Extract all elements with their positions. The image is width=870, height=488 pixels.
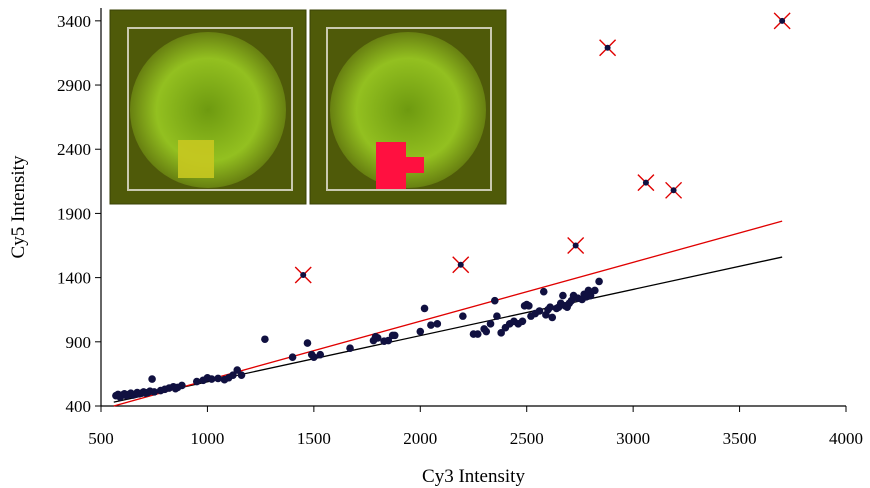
data-point [310,353,318,362]
inset-1-spot [130,32,286,188]
inset-1-outline [127,27,293,191]
inset-1-bright-region [178,140,214,178]
inset-2-outline [326,27,492,191]
x-tick-label: 1000 [190,429,224,448]
data-point [427,321,435,329]
data-point [150,388,159,396]
outlier-point [567,237,585,255]
x-tick-label: 2000 [403,429,437,448]
x-axis-title: Cy3 Intensity [422,466,525,487]
y-tick-label: 1400 [57,269,91,288]
data-point [433,320,442,328]
y-tick-label: 1900 [57,204,91,223]
data-point [497,329,505,337]
inset-2-spot [330,32,486,188]
inset-spot-image-masked [309,9,507,205]
y-tick-label: 3400 [57,12,91,31]
data-point [261,335,269,344]
tick-labels: 500 1000 1500 2000 2500 3000 3500 4000 400 900 140… [57,12,863,448]
data-point [586,291,595,300]
data-point [148,375,156,383]
outlier-point-dot [300,272,307,279]
data-point [229,371,237,379]
data-point [535,307,544,315]
data-point [486,320,495,328]
data-point [482,327,491,336]
data-point [416,327,425,336]
data-point [207,375,216,383]
x-tick-label: 3000 [616,429,650,448]
data-point [214,374,222,383]
outlier-point [773,12,791,30]
outlier-point-dot [642,179,649,186]
data-point [373,334,382,342]
axes [95,8,847,412]
data-points [112,277,603,401]
y-tick-label: 400 [66,397,92,416]
outlier-point [452,256,470,274]
x-tick-label: 500 [88,429,114,448]
data-point [525,302,533,310]
trend-line [113,220,783,407]
data-point [192,377,201,386]
data-point [178,381,186,390]
data-point [548,313,557,322]
x-tick-label: 2500 [510,429,544,448]
x-tick-label: 3500 [723,429,757,448]
data-point [490,296,499,305]
y-tick-label: 900 [66,333,92,352]
data-point [346,344,354,353]
outlier-point [665,181,683,199]
data-point [303,339,312,347]
y-tick-label: 2900 [57,76,91,95]
data-point [493,312,501,320]
inset-spot-image-original [109,9,307,205]
data-point [539,287,548,296]
data-point [546,303,554,311]
outlier-point-dot [457,261,464,268]
outlier-points [294,12,791,284]
data-point [595,277,603,286]
data-point [518,317,527,326]
data-point [390,331,399,340]
outlier-point-dot [670,187,677,194]
y-axis-title: Cy5 Intensity [8,155,29,258]
outlier-point [294,266,312,284]
data-point [420,304,429,313]
inset-2-masked-pixels [376,142,424,190]
data-point [288,353,297,362]
data-point [316,350,325,359]
outlier-point-dot [572,242,579,249]
outlier-point-dot [779,17,786,24]
data-point [237,371,246,379]
outlier-point-dot [604,44,611,51]
y-tick-label: 2400 [57,140,91,159]
x-tick-label: 1500 [297,429,331,448]
x-tick-label: 4000 [829,429,863,448]
outlier-point [599,39,617,57]
data-point [591,286,599,295]
outlier-point [637,174,655,192]
data-point [559,291,567,300]
data-point [233,366,242,374]
data-point [384,336,393,345]
data-point [459,312,467,320]
data-point [473,330,482,338]
